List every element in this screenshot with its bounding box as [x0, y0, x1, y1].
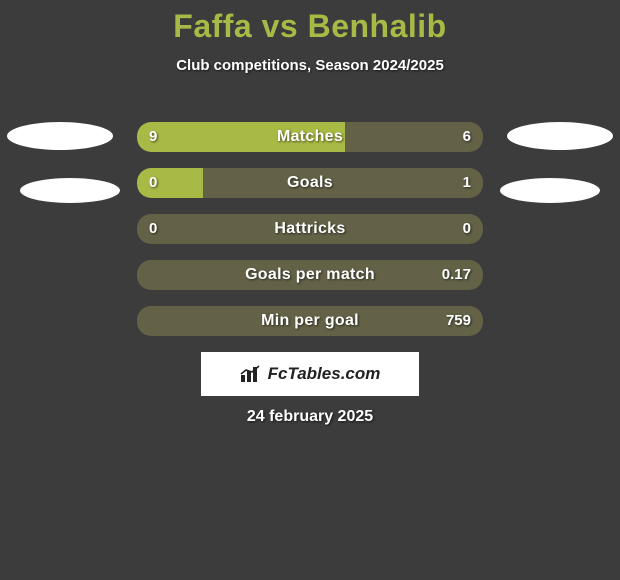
- player-b-badge-2: [500, 178, 600, 203]
- player-b-name: Benhalib: [308, 8, 447, 44]
- subtitle: Club competitions, Season 2024/2025: [0, 57, 620, 74]
- vs-separator: vs: [262, 8, 299, 44]
- comparison-card: Faffa vs Benhalib Club competitions, Sea…: [0, 0, 620, 580]
- stat-label: Goals: [137, 168, 483, 198]
- player-a-badge-2: [20, 178, 120, 203]
- stat-value-left: 0: [149, 214, 157, 244]
- stat-label: Goals per match: [137, 260, 483, 290]
- date-label: 24 february 2025: [0, 408, 620, 426]
- stat-value-right: 759: [446, 306, 471, 336]
- player-a-name: Faffa: [173, 8, 252, 44]
- player-a-badge-1: [7, 122, 113, 150]
- stat-value-right: 1: [463, 168, 471, 198]
- stat-label: Matches: [137, 122, 483, 152]
- stat-row: Goals0 1: [137, 168, 483, 198]
- stat-label: Min per goal: [137, 306, 483, 336]
- stat-label: Hattricks: [137, 214, 483, 244]
- source-logo-text: FcTables.com: [268, 364, 381, 384]
- stat-rows: Matches96Goals01Hattricks00Goals per mat…: [137, 122, 483, 352]
- stat-value-right: 6: [463, 122, 471, 152]
- source-logo: FcTables.com: [201, 352, 419, 396]
- stat-value-left: 0: [149, 168, 157, 198]
- stat-row: Min per goal759: [137, 306, 483, 336]
- player-b-badge-1: [507, 122, 613, 150]
- stat-row: Matches9 6: [137, 122, 483, 152]
- bar-chart-icon: [240, 365, 262, 383]
- stat-value-right: 0.17: [442, 260, 471, 290]
- stat-value-right: 0: [463, 214, 471, 244]
- page-title: Faffa vs Benhalib: [0, 0, 620, 45]
- stat-value-left: 9: [149, 122, 157, 152]
- stat-row: Hattricks0 0: [137, 214, 483, 244]
- stat-row: Goals per match0.17: [137, 260, 483, 290]
